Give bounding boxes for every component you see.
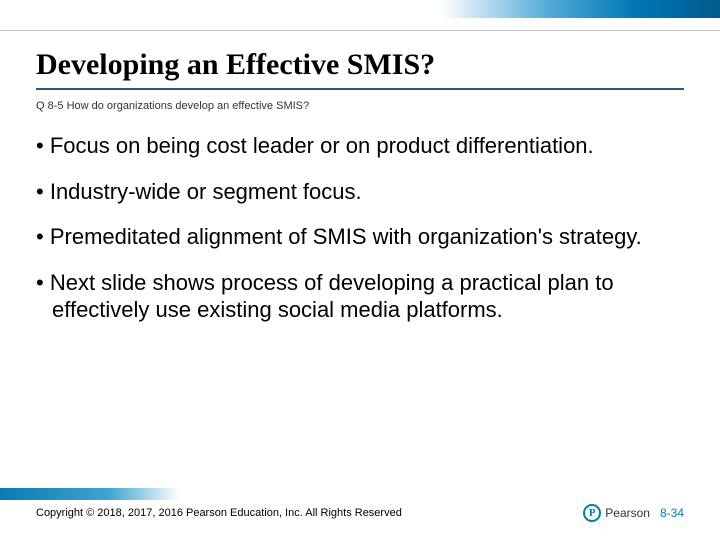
slide-title: Developing an Effective SMIS? <box>36 48 684 90</box>
page-number: 8-34 <box>660 506 684 520</box>
footer-gradient-bar <box>0 488 180 500</box>
top-underline <box>0 30 720 31</box>
pearson-logo-icon: P <box>583 504 601 522</box>
bullet-item: Premeditated alignment of SMIS with orga… <box>36 223 684 251</box>
bullet-item: Next slide shows process of developing a… <box>36 269 684 324</box>
slide-content: Developing an Effective SMIS? Q 8-5 How … <box>0 0 720 324</box>
footer-right: P Pearson 8-34 <box>583 504 684 522</box>
pearson-logo-text: Pearson <box>605 506 650 520</box>
bullet-item: Industry-wide or segment focus. <box>36 178 684 206</box>
pearson-logo: P Pearson <box>583 504 650 522</box>
bullet-item: Focus on being cost leader or on product… <box>36 132 684 160</box>
bullet-list: Focus on being cost leader or on product… <box>36 132 684 324</box>
copyright-text: Copyright © 2018, 2017, 2016 Pearson Edu… <box>36 507 402 519</box>
top-gradient-bar <box>440 0 720 18</box>
footer: Copyright © 2018, 2017, 2016 Pearson Edu… <box>0 504 720 522</box>
slide-subtitle: Q 8-5 How do organizations develop an ef… <box>36 100 684 112</box>
